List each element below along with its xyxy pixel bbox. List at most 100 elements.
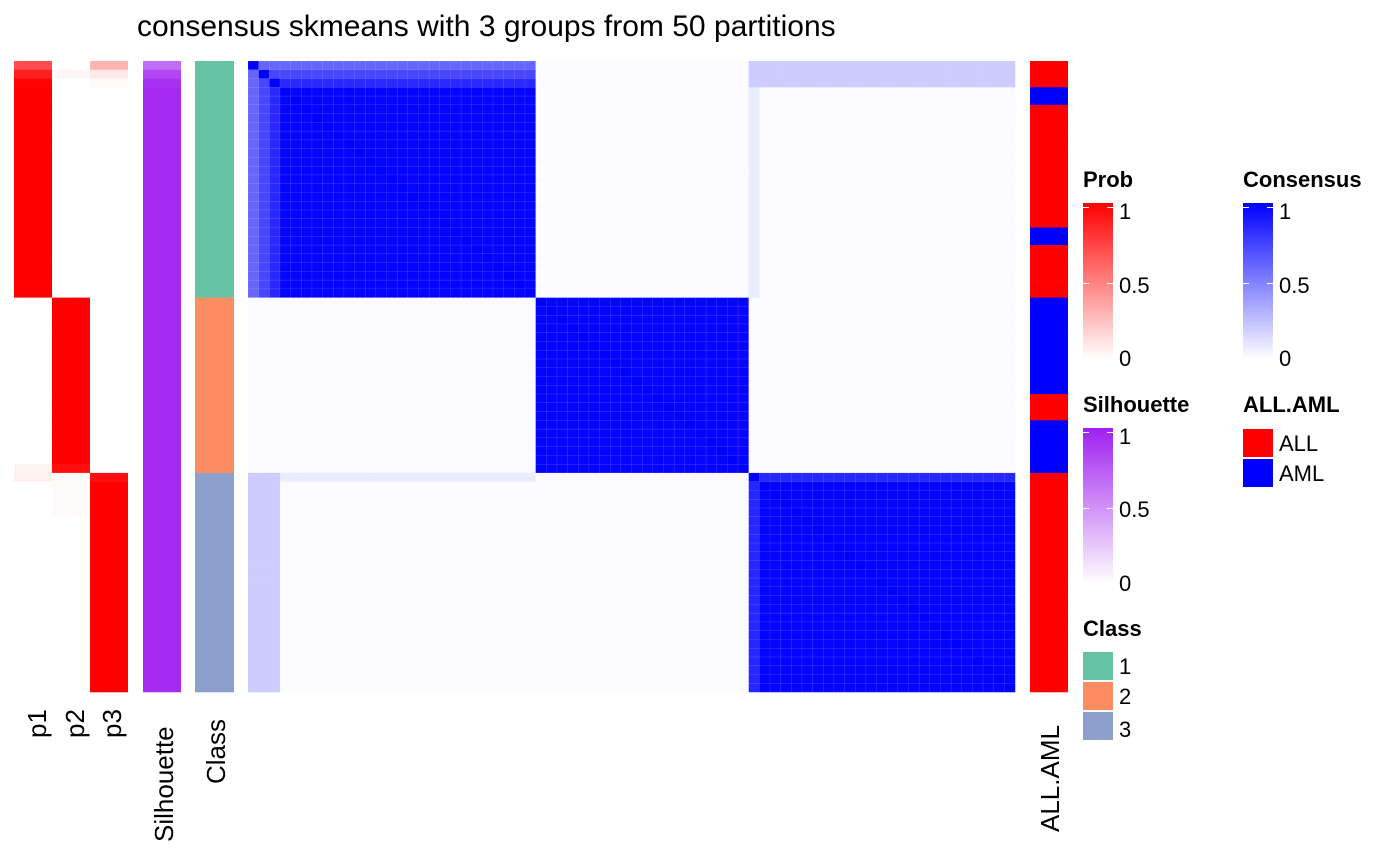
consensus-cell (791, 96, 803, 106)
consensus-cell (333, 87, 345, 97)
consensus-cell (386, 402, 398, 412)
consensus-cell (269, 201, 281, 211)
consensus-cell (812, 315, 824, 325)
consensus-cell (897, 472, 909, 483)
consensus-cell (482, 402, 494, 412)
consensus-cell (993, 227, 1005, 237)
prob-cell (14, 507, 52, 518)
consensus-cell (535, 586, 547, 596)
consensus-cell (972, 157, 984, 167)
consensus-cell (684, 69, 696, 79)
consensus-cell (940, 525, 952, 535)
consensus-cell (929, 332, 941, 342)
consensus-cell (546, 332, 558, 342)
consensus-cell (546, 201, 558, 211)
consensus-cell (812, 341, 824, 351)
consensus-cell (514, 446, 526, 456)
consensus-cell (524, 148, 537, 158)
consensus-cell (929, 534, 941, 544)
consensus-cell (674, 551, 686, 561)
consensus-cell (492, 253, 505, 264)
consensus-cell (279, 148, 292, 158)
consensus-cell (812, 323, 824, 333)
consensus-cell (386, 560, 398, 570)
consensus-cell (407, 323, 419, 333)
consensus-cell (801, 455, 813, 465)
consensus-cell (993, 201, 1005, 211)
consensus-cell (460, 236, 473, 246)
consensus-cell (493, 420, 504, 430)
consensus-cell (588, 192, 600, 202)
consensus-cell (269, 253, 281, 264)
consensus-cell (301, 279, 313, 290)
consensus-cell (301, 411, 313, 421)
consensus-cell (610, 245, 622, 255)
consensus-cell (482, 604, 494, 614)
consensus-cell (290, 507, 302, 518)
consensus-cell (333, 271, 345, 281)
consensus-cell (684, 192, 696, 202)
consensus-cell (663, 209, 675, 220)
consensus-cell (471, 411, 483, 421)
consensus-cell (610, 569, 622, 579)
consensus-cell (908, 577, 920, 588)
consensus-cell (908, 341, 920, 351)
consensus-cell (269, 209, 281, 220)
consensus-cell (546, 586, 558, 596)
consensus-cell (599, 104, 611, 114)
consensus-cell (311, 402, 323, 412)
consensus-cell (631, 192, 643, 202)
consensus-cell (951, 271, 963, 281)
consensus-cell (663, 61, 675, 71)
consensus-cell (450, 516, 462, 526)
consensus-cell (535, 78, 547, 88)
consensus-cell (769, 166, 781, 176)
consensus-cell (386, 385, 398, 395)
consensus-cell (1004, 586, 1016, 597)
consensus-cell (279, 604, 291, 614)
consensus-cell (599, 402, 611, 413)
consensus-cell (535, 306, 547, 316)
consensus-cell (609, 402, 622, 413)
consensus-cell (705, 402, 718, 413)
consensus-cell (812, 104, 824, 114)
consensus-cell (482, 455, 494, 465)
consensus-cell (279, 341, 291, 351)
consensus-cell (290, 560, 302, 570)
consensus-cell (886, 490, 899, 500)
consensus-cell (279, 394, 291, 404)
consensus-cell (269, 446, 281, 456)
consensus-cell (791, 166, 803, 176)
consensus-cell (599, 61, 611, 71)
consensus-cell (705, 411, 718, 421)
consensus-cell (471, 367, 483, 377)
consensus-cell (248, 551, 259, 561)
consensus-cell (961, 131, 973, 141)
consensus-cell (748, 350, 760, 360)
consensus-cell (791, 148, 803, 158)
consensus-cell (642, 245, 654, 255)
consensus-cell (769, 516, 782, 526)
consensus-cell (418, 385, 430, 395)
consensus-cell (961, 411, 973, 421)
prob-cell (14, 148, 52, 158)
consensus-cell (567, 455, 579, 465)
class-cell (195, 437, 234, 447)
consensus-cell (524, 332, 536, 342)
consensus-cell (748, 166, 760, 176)
consensus-cell (844, 245, 856, 255)
consensus-cell (908, 69, 920, 79)
consensus-cell (375, 87, 387, 97)
consensus-cell (311, 394, 323, 404)
consensus-cell (439, 394, 451, 404)
consensus-cell (620, 446, 633, 456)
consensus-cell (940, 166, 952, 176)
consensus-cell (727, 446, 739, 456)
prob-cell (14, 174, 52, 184)
consensus-cell (588, 253, 600, 263)
consensus-cell (663, 463, 675, 474)
consensus-cell (812, 131, 824, 141)
consensus-cell (940, 542, 952, 553)
consensus-cell (599, 569, 611, 579)
consensus-cell (833, 227, 845, 237)
